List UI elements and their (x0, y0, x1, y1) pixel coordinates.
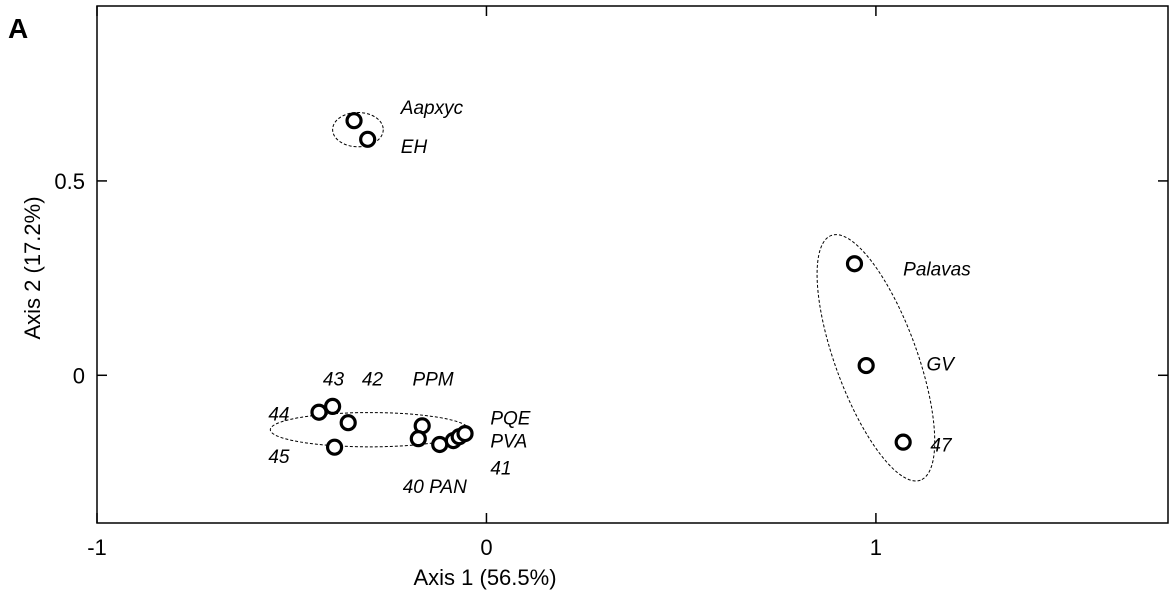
point-annotation: 45 (268, 447, 290, 468)
y-axis-label: Axis 2 (17.2%) (20, 196, 45, 339)
x-tick-label: 1 (870, 535, 882, 560)
point-annotations: Aapxyc EH Palavas GV 47 43 42 PPM 44 45 PQE PVA 41 40… (268, 98, 971, 498)
point-annotation: 40 PAN (403, 477, 467, 498)
data-point (328, 440, 342, 454)
point-annotation: Aapxyc (400, 98, 464, 119)
point-annotation: 47 (930, 435, 953, 456)
data-point (859, 359, 873, 373)
data-point (458, 427, 472, 441)
panel-label: A (8, 13, 28, 44)
point-annotation: GV (927, 355, 957, 376)
data-point (433, 437, 447, 451)
point-annotation: PQE (490, 408, 530, 429)
point-annotation: 43 (323, 369, 345, 390)
data-point (341, 416, 355, 430)
data-point (312, 405, 326, 419)
cluster-ellipses (270, 112, 959, 494)
plot-frame (97, 6, 1168, 523)
point-annotation: 41 (490, 458, 511, 479)
data-point (347, 114, 361, 128)
data-point (411, 432, 425, 446)
y-tick-label: 0 (73, 363, 85, 388)
y-tick-label: 0.5 (54, 169, 85, 194)
data-point (847, 257, 861, 271)
data-point (361, 132, 375, 146)
x-tick-label: -1 (87, 535, 107, 560)
point-annotation: Palavas (903, 259, 971, 280)
data-point (896, 435, 910, 449)
point-annotation: EH (401, 137, 428, 158)
x-tick-label: 0 (480, 535, 492, 560)
point-annotation: 44 (268, 404, 289, 425)
point-annotation: PVA (490, 432, 527, 453)
point-annotation: 42 (362, 369, 384, 390)
point-annotation: PPM (412, 369, 453, 390)
data-points (312, 114, 910, 455)
axis-ticks: -1 0 1 0 0.5 (54, 6, 1168, 560)
data-point (326, 399, 340, 413)
x-axis-label: Axis 1 (56.5%) (413, 565, 556, 590)
